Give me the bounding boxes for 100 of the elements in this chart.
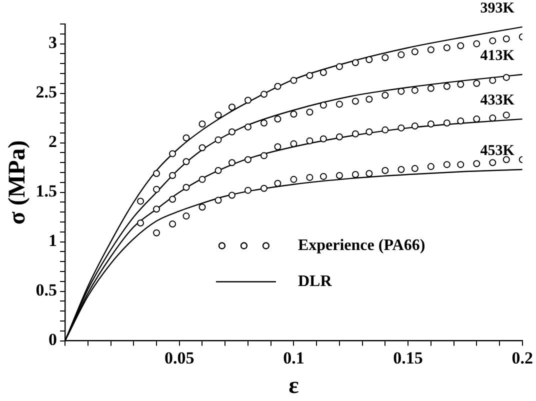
- point: [169, 172, 176, 179]
- point: [473, 116, 480, 123]
- point: [228, 128, 236, 136]
- point: [320, 102, 327, 109]
- point: [306, 72, 314, 79]
- point: [290, 76, 298, 84]
- point: [244, 96, 252, 104]
- point: [366, 128, 373, 136]
- point: [153, 186, 160, 193]
- point: [352, 98, 359, 105]
- point: [336, 63, 343, 70]
- point: [502, 112, 510, 119]
- point: [366, 56, 373, 64]
- point: [411, 165, 418, 172]
- point: [214, 112, 222, 119]
- point: [228, 104, 236, 111]
- y-tick-label: 2: [48, 132, 58, 152]
- point: [228, 192, 236, 199]
- point: [137, 198, 144, 205]
- point: [336, 172, 343, 179]
- point: [182, 134, 190, 142]
- point: [214, 196, 222, 204]
- point: [274, 143, 282, 150]
- point: [502, 74, 510, 81]
- point: [320, 135, 327, 142]
- point: [457, 42, 464, 50]
- point: [260, 184, 268, 192]
- point: [473, 80, 480, 87]
- point: [473, 40, 480, 48]
- point: [153, 229, 160, 236]
- point: [489, 37, 496, 44]
- point: [443, 161, 450, 168]
- point: [443, 44, 450, 52]
- point: [366, 96, 373, 103]
- point: [228, 159, 236, 166]
- point: [244, 186, 252, 194]
- point: [198, 204, 206, 211]
- point: [502, 35, 510, 42]
- point: [214, 167, 222, 174]
- point: [366, 170, 373, 177]
- point: [260, 90, 268, 98]
- point: [443, 82, 450, 90]
- point: [427, 163, 434, 170]
- point: [153, 170, 160, 177]
- point: [427, 120, 434, 128]
- y-axis-title: σ (MPa): [4, 140, 31, 225]
- annotation: 453K: [480, 142, 515, 159]
- point: [306, 174, 314, 181]
- point: [182, 212, 190, 220]
- x-tick-label: 0.2: [512, 348, 533, 368]
- point: [274, 116, 282, 123]
- point: [260, 152, 268, 160]
- y-tick-label: 2.5: [36, 82, 58, 102]
- point: [489, 76, 496, 84]
- point: [489, 159, 496, 166]
- point: [398, 124, 405, 132]
- point: [336, 133, 343, 140]
- point: [411, 122, 418, 130]
- point: [274, 180, 282, 187]
- point: [411, 48, 418, 56]
- point: [336, 100, 343, 108]
- annotation: 433K: [480, 92, 515, 108]
- point: [198, 176, 206, 183]
- point: [382, 126, 389, 134]
- x-axis-title: ε: [288, 372, 299, 399]
- point: [214, 136, 222, 144]
- point: [398, 166, 405, 174]
- point: [290, 110, 298, 118]
- point: [198, 120, 206, 128]
- point: [182, 184, 190, 191]
- y-tick-label: 1.5: [36, 182, 58, 201]
- point: [427, 46, 434, 54]
- point: [352, 170, 359, 178]
- legend-label: DLR: [298, 272, 332, 290]
- point: [502, 156, 510, 164]
- point: [489, 114, 496, 122]
- point: [398, 51, 405, 58]
- annotation: 413K: [480, 48, 515, 64]
- y-tick-label: 0: [48, 330, 58, 350]
- point: [169, 150, 176, 158]
- point: [306, 108, 314, 116]
- x-tick-label: 0.05: [164, 348, 194, 368]
- legend-label: Experience (PA66): [298, 236, 426, 254]
- point: [198, 144, 206, 152]
- point: [382, 54, 389, 62]
- point: [398, 88, 405, 95]
- point: [244, 156, 252, 164]
- point: [457, 80, 464, 88]
- point: [352, 130, 359, 138]
- x-tick-label: 0.1: [283, 348, 304, 368]
- point: [443, 120, 450, 126]
- point: [457, 118, 464, 125]
- point: [274, 82, 282, 90]
- point: [320, 172, 327, 180]
- point: [382, 92, 389, 99]
- y-tick-label: 3: [48, 33, 58, 52]
- point: [260, 120, 268, 126]
- point: [352, 59, 359, 66]
- point: [169, 196, 176, 203]
- y-tick-label: 0.5: [36, 280, 58, 300]
